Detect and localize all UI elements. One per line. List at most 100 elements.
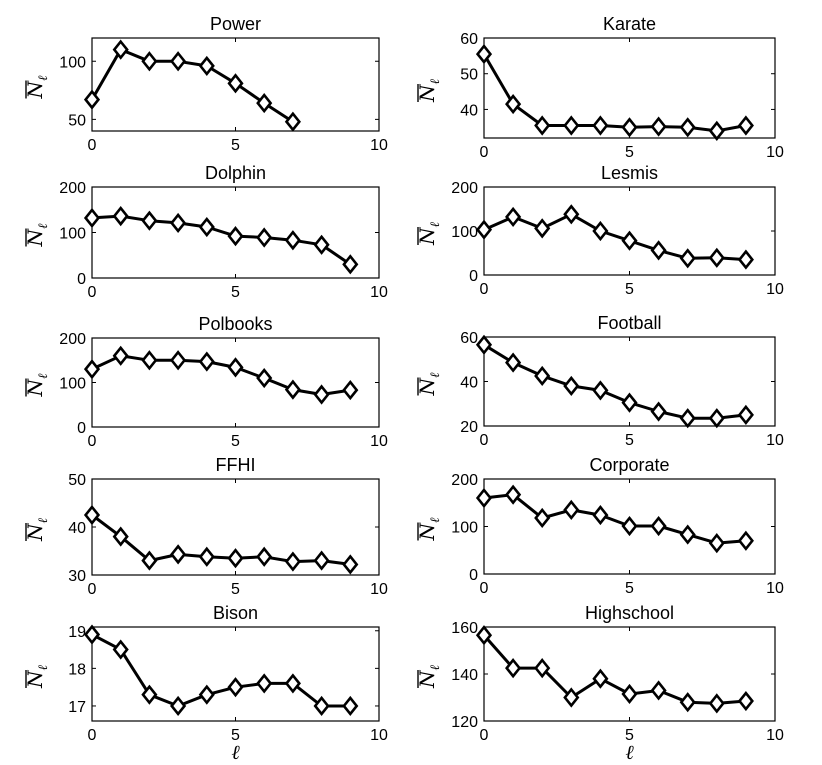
data-point-marker <box>342 379 359 401</box>
data-point-marker <box>563 204 580 225</box>
data-point-marker <box>256 546 273 567</box>
data-point-marker <box>737 115 754 136</box>
y-tick-label: 20 <box>460 419 478 436</box>
data-point-marker <box>563 687 580 708</box>
x-axis-label: ℓ <box>231 740 240 764</box>
data-point-marker <box>112 526 129 547</box>
data-point-marker <box>198 684 215 705</box>
x-tick-label: 10 <box>766 144 784 161</box>
data-point-marker <box>621 230 638 251</box>
data-point-marker <box>170 544 187 565</box>
x-tick-label: 5 <box>625 727 634 744</box>
data-point-marker <box>592 668 609 689</box>
panel-title: Polbooks <box>198 314 272 334</box>
data-point-marker <box>708 120 725 141</box>
y-tick-label: 100 <box>59 54 86 71</box>
y-tick-label: 30 <box>68 568 86 585</box>
data-point-marker <box>83 359 101 380</box>
data-point-marker <box>650 401 667 422</box>
data-point-marker <box>534 218 551 239</box>
x-tick-label: 5 <box>625 580 634 597</box>
data-point-marker <box>650 240 667 261</box>
x-tick-label: 0 <box>88 137 97 154</box>
x-tick-label: 0 <box>88 581 97 598</box>
y-axis-label: Nℓ <box>415 222 443 247</box>
panel-title: Karate <box>603 14 656 34</box>
data-point-marker <box>563 115 580 136</box>
data-point-marker <box>170 212 187 234</box>
data-point-marker <box>621 392 638 413</box>
data-point-marker <box>592 220 609 242</box>
data-point-marker <box>650 116 667 137</box>
panel-power: Power 0 5 10 50 100 Nℓ <box>23 14 388 154</box>
data-point-marker <box>112 345 129 366</box>
y-tick-label: 19 <box>68 624 86 641</box>
data-point-marker <box>342 254 359 275</box>
data-point-marker <box>284 230 301 251</box>
y-tick-label: 0 <box>77 271 86 288</box>
x-tick-label: 10 <box>766 580 784 597</box>
data-point-marker <box>563 375 580 397</box>
panel-ffhi: FFHI 0 5 10 30 40 50 Nℓ <box>23 455 388 598</box>
data-point-marker <box>141 350 158 371</box>
data-point-marker <box>708 693 725 714</box>
data-point-marker <box>227 548 244 569</box>
y-tick-label: 50 <box>68 112 86 129</box>
panel-bison: Bison 0 5 10 17 18 19 Nℓ ℓ <box>23 603 388 764</box>
data-point-marker <box>679 248 696 269</box>
y-axis-label: Nℓ <box>415 79 443 104</box>
x-tick-label: 0 <box>88 284 97 301</box>
data-point-marker <box>284 379 301 400</box>
data-point-marker <box>313 695 330 717</box>
x-tick-label: 0 <box>480 281 489 298</box>
data-point-marker <box>227 73 244 94</box>
data-point-marker <box>650 680 667 701</box>
data-point-marker <box>284 551 301 572</box>
panel-title: Highschool <box>585 603 674 623</box>
data-point-marker <box>737 249 754 270</box>
data-point-marker <box>534 115 551 136</box>
data-point-marker <box>83 624 101 645</box>
panel-title: Bison <box>213 603 258 623</box>
data-point-marker <box>505 352 522 373</box>
data-point-marker <box>505 658 522 679</box>
series-line <box>483 212 746 262</box>
y-tick-label: 200 <box>451 180 478 197</box>
y-tick-label: 0 <box>469 567 478 584</box>
x-tick-label: 5 <box>625 432 634 449</box>
y-axis-label: Nℓ <box>23 665 51 690</box>
data-point-marker <box>592 505 609 526</box>
data-point-marker <box>284 673 301 694</box>
data-point-marker <box>342 554 359 575</box>
x-tick-label: 10 <box>370 581 388 598</box>
y-tick-label: 160 <box>451 620 478 637</box>
y-tick-label: 50 <box>460 67 478 84</box>
data-point-marker <box>256 367 273 389</box>
plot-frame <box>483 626 776 722</box>
x-tick-label: 0 <box>480 727 489 744</box>
series-line <box>482 634 747 705</box>
series-line <box>91 513 351 566</box>
y-tick-label: 60 <box>460 330 478 347</box>
panel-title: Power <box>210 14 261 34</box>
data-point-marker <box>679 524 696 545</box>
x-tick-label: 0 <box>88 727 97 744</box>
data-point-marker <box>475 219 493 240</box>
data-point-marker <box>141 550 158 571</box>
y-tick-label: 100 <box>451 520 478 537</box>
data-point-marker <box>475 625 493 646</box>
data-point-marker <box>679 408 696 429</box>
x-tick-label: 0 <box>480 432 489 449</box>
data-point-marker <box>170 350 187 371</box>
y-tick-label: 100 <box>59 226 86 243</box>
data-point-marker <box>621 117 638 138</box>
x-tick-label: 0 <box>88 433 97 450</box>
x-tick-label: 5 <box>231 727 240 744</box>
data-point-marker <box>621 515 638 537</box>
y-axis-label: Nℓ <box>23 75 51 100</box>
